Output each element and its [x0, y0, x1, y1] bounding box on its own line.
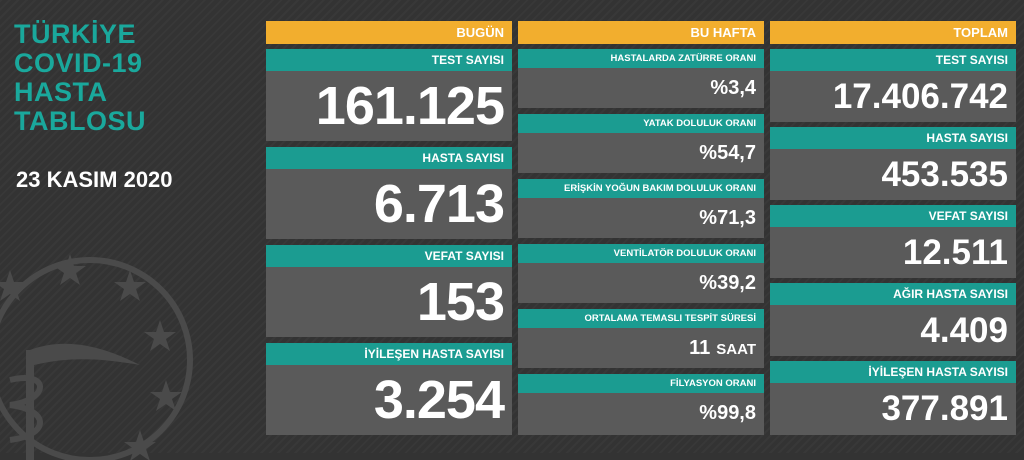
week-contact-time-unit: SAAT — [716, 341, 756, 358]
today-column: BUGÜN TEST SAYISI 161.125 HASTA SAYISI 6… — [266, 21, 512, 435]
week-pneumonia-value: %3,4 — [710, 77, 756, 99]
today-deaths-label: VEFAT SAYISI — [266, 245, 512, 267]
today-card-test: TEST SAYISI 161.125 — [266, 49, 512, 141]
total-patients-value: 453.535 — [881, 155, 1008, 194]
week-card-pneumonia: HASTALARDA ZATÜRRE ORANI %3,4 — [518, 49, 764, 108]
total-card-severe: AĞIR HASTA SAYISI 4.409 — [770, 283, 1016, 356]
total-card-recovered: İYİLEŞEN HASTA SAYISI 377.891 — [770, 361, 1016, 435]
week-ventilator-label: VENTİLATÖR DOLULUK ORANI — [518, 244, 764, 263]
total-test-value: 17.406.742 — [832, 77, 1008, 116]
week-card-ventilator: VENTİLATÖR DOLULUK ORANI %39,2 — [518, 244, 764, 303]
page-title: TÜRKİYE COVID-19 HASTA TABLOSU — [14, 20, 146, 136]
week-filiation-value: %99,8 — [699, 402, 756, 424]
total-severe-value: 4.409 — [920, 311, 1008, 350]
total-deaths-value: 12.511 — [902, 233, 1008, 272]
title-line-2: COVID-19 — [14, 48, 143, 78]
today-recovered-value: 3.254 — [373, 370, 505, 430]
today-card-recovered: İYİLEŞEN HASTA SAYISI 3.254 — [266, 343, 512, 435]
today-header: BUGÜN — [266, 21, 512, 44]
report-date: 23 KASIM 2020 — [16, 167, 173, 192]
week-ventilator-value: %39,2 — [699, 272, 756, 294]
today-patients-label: HASTA SAYISI — [266, 147, 512, 169]
week-card-contact-time: ORTALAMA TEMASLI TESPİT SÜRESİ 11 SAAT — [518, 309, 764, 368]
total-card-test: TEST SAYISI 17.406.742 — [770, 49, 1016, 122]
title-line-4: TABLOSU — [14, 106, 146, 136]
today-card-deaths: VEFAT SAYISI 153 — [266, 245, 512, 337]
week-card-bed: YATAK DOLULUK ORANI %54,7 — [518, 114, 764, 173]
today-card-patients: HASTA SAYISI 6.713 — [266, 147, 512, 239]
today-recovered-label: İYİLEŞEN HASTA SAYISI — [266, 343, 512, 365]
today-patients-value: 6.713 — [373, 174, 505, 234]
total-recovered-label: İYİLEŞEN HASTA SAYISI — [770, 361, 1016, 383]
week-bed-value: %54,7 — [699, 142, 756, 164]
week-filiation-label: FİLYASYON ORANI — [518, 374, 764, 393]
today-test-value: 161.125 — [315, 76, 505, 136]
total-column: TOPLAM TEST SAYISI 17.406.742 HASTA SAYI… — [770, 21, 1016, 435]
total-test-label: TEST SAYISI — [770, 49, 1016, 71]
total-patients-label: HASTA SAYISI — [770, 127, 1016, 149]
week-card-filiation: FİLYASYON ORANI %99,8 — [518, 374, 764, 435]
total-severe-label: AĞIR HASTA SAYISI — [770, 283, 1016, 305]
week-header: BU HAFTA — [518, 21, 764, 44]
today-test-label: TEST SAYISI — [266, 49, 512, 71]
total-recovered-value: 377.891 — [881, 389, 1008, 428]
today-deaths-value: 153 — [416, 272, 505, 332]
title-line-3: HASTA — [14, 77, 108, 107]
week-pneumonia-label: HASTALARDA ZATÜRRE ORANI — [518, 49, 764, 68]
total-deaths-label: VEFAT SAYISI — [770, 205, 1016, 227]
total-header: TOPLAM — [770, 21, 1016, 44]
week-bed-label: YATAK DOLULUK ORANI — [518, 114, 764, 133]
total-card-patients: HASTA SAYISI 453.535 — [770, 127, 1016, 200]
week-icu-label: ERİŞKİN YOĞUN BAKIM DOLULUK ORANI — [518, 179, 764, 198]
week-contact-time-label: ORTALAMA TEMASLI TESPİT SÜRESİ — [518, 309, 764, 328]
week-card-icu: ERİŞKİN YOĞUN BAKIM DOLULUK ORANI %71,3 — [518, 179, 764, 238]
title-line-1: TÜRKİYE — [14, 19, 137, 49]
week-icu-value: %71,3 — [699, 207, 756, 229]
week-contact-time-value: 11 — [689, 337, 711, 359]
total-card-deaths: VEFAT SAYISI 12.511 — [770, 205, 1016, 278]
week-column: BU HAFTA HASTALARDA ZATÜRRE ORANI %3,4 Y… — [518, 21, 764, 435]
ministry-emblem-icon — [0, 254, 193, 460]
week-contact-time-value-row: 11 SAAT — [518, 328, 764, 370]
